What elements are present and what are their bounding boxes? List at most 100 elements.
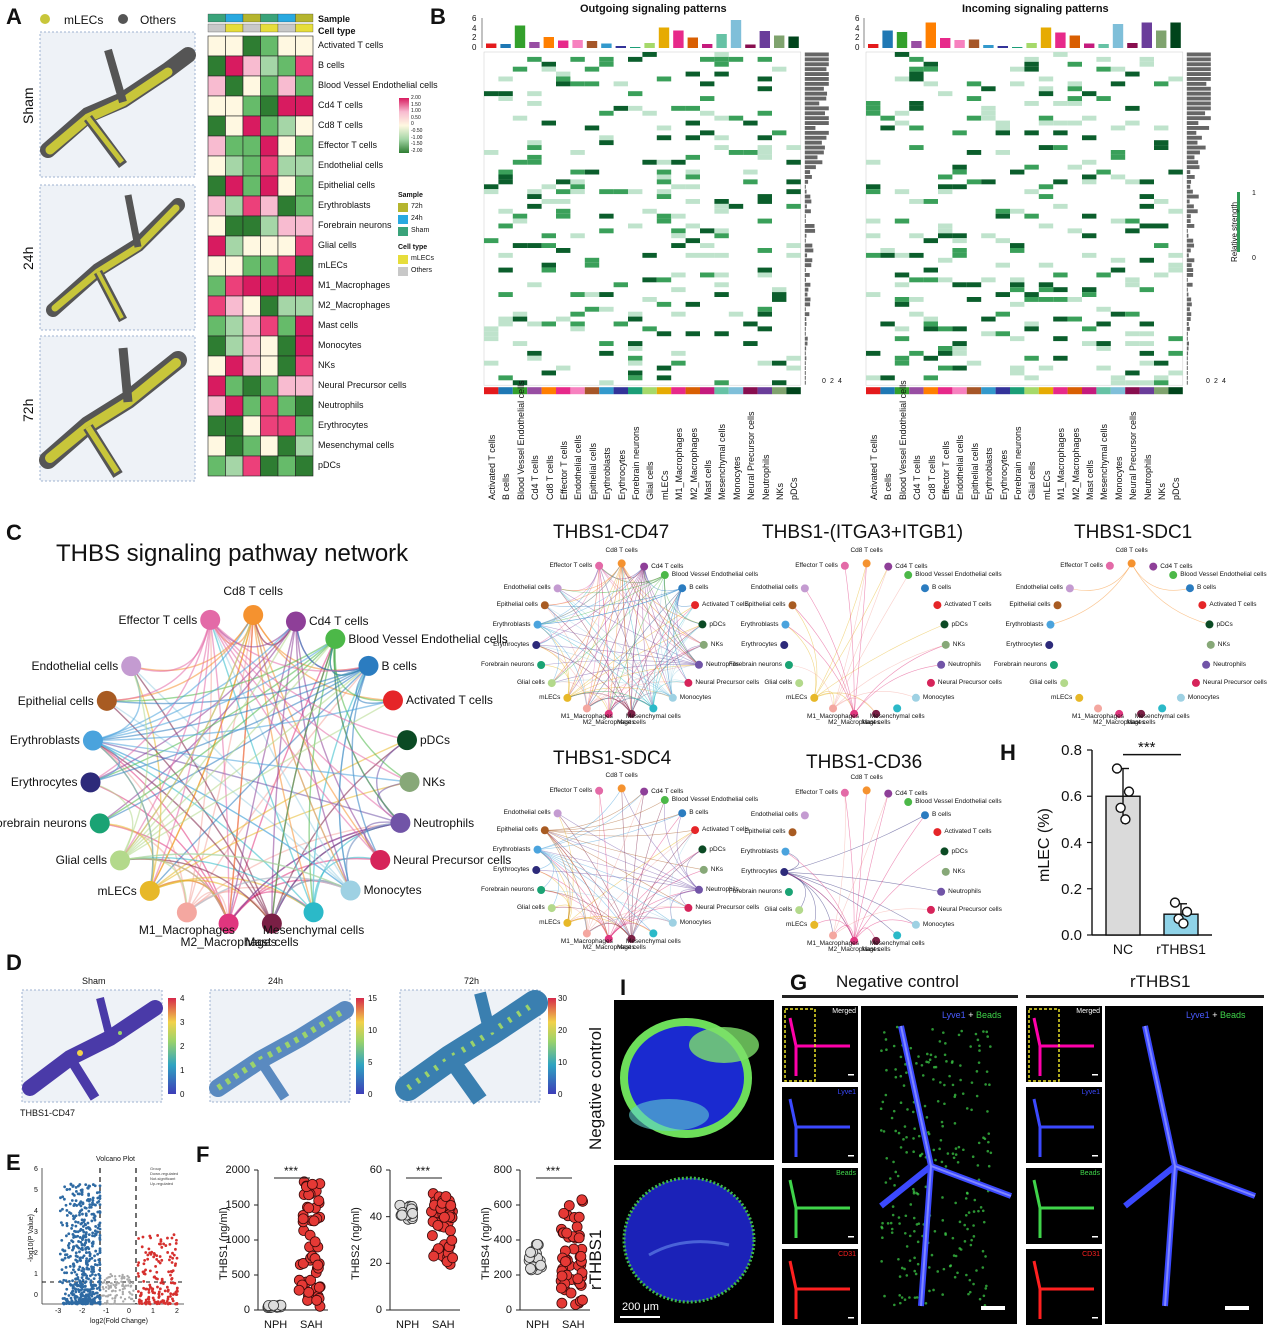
heatmap-cell [207,135,226,157]
volcano-down-point [62,1302,66,1306]
f-y-tick: 1000 [225,1234,250,1246]
celltype-strip [966,387,982,395]
out-cell-label: M1_Macrophages [674,427,685,500]
network-edge [537,791,645,850]
volcano-down-point [84,1183,88,1187]
heatmap-row-label: M2_Macrophages [318,300,391,310]
f-sah-point [303,1202,315,1214]
heatmap-cell [685,169,700,175]
heatmap-cell [642,159,657,165]
network-node-label-sub: Glial cells [764,679,793,687]
volcano-ns-point [106,1282,109,1285]
volcano-ns-point [121,1292,125,1296]
volcano-ns-point [109,1273,112,1276]
heatmap-row-label: Cd8 T cells [318,120,363,130]
heatmap-cell [995,125,1010,131]
celltype-strip [498,387,513,395]
heatmap-cell [570,56,585,62]
heatmap-cell [1053,316,1068,322]
heatmap-cell [685,301,700,307]
volcano-up-point [137,1290,140,1293]
heatmap-row-label: Endothelial cells [318,160,384,170]
row-total-bar [804,106,829,111]
heatmap-cell [1038,194,1054,199]
in-cell-label: mLECs [1041,470,1052,500]
volcano-up-point [142,1286,146,1290]
out-cell-label: mLECs [659,470,670,500]
volcano-down-point [87,1193,91,1197]
row-total-bar [1186,170,1191,174]
celltype-strip [656,387,672,395]
row-total-bar [804,366,806,370]
heatmap-cell [570,311,585,317]
network-edge [567,565,600,699]
heatmap-cell [909,71,924,77]
network-edge [130,665,162,892]
row-total-bar [804,121,829,125]
out-cell-label: Mesenchymal cells [717,423,728,500]
volcano-down-point [59,1221,63,1225]
volcano-down-point [98,1221,102,1225]
heatmap-cell [1024,66,1039,72]
mlec-bar-chart [1087,749,1212,936]
d-scale3-tick: 30 [558,994,567,1003]
f-y-tick: 20 [369,1257,382,1270]
f-sah-point [426,1230,438,1241]
network-node [784,661,793,670]
network-edge [149,879,230,924]
row-total-bar [804,277,806,282]
heatmap-cell [894,301,910,307]
heatmap-cell [909,66,924,72]
network-node [1053,601,1062,610]
network-edge [598,565,704,646]
heatmap-cell [894,76,910,82]
volcano-down-point [85,1257,89,1261]
heatmap-cell [952,350,967,356]
f-nph-point [525,1263,536,1274]
heatmap-cell [656,189,672,195]
heatmap-cell [894,282,910,288]
volcano-ns-point [109,1282,113,1285]
network-edge [537,605,556,625]
volcano-up-point [147,1288,151,1291]
signal-bar [673,30,684,48]
network-edge [537,624,560,684]
volcano-down-point [78,1211,81,1215]
signal-bar [543,37,554,48]
volcano-down-point [91,1231,95,1235]
volcano-down-point [65,1188,69,1191]
heatmap-cell [1125,105,1140,111]
row-total-bar [804,351,806,356]
out-cell-label: Forebrain neurons [631,426,641,500]
network-node [862,559,871,568]
volcano-ns-point [113,1285,117,1288]
heatmap-cell [628,360,643,366]
heatmap-cell [1154,199,1169,204]
heatmap-cell [225,135,244,157]
heatmap-cell [599,213,614,219]
network-edge [784,851,800,873]
heatmap-cell [295,95,314,117]
row-total-bar [804,170,811,174]
heatmap-cell [1010,169,1025,175]
network-edge [804,588,855,714]
heatmap-cell [714,52,729,57]
network-node-label-sub: B cells [689,584,709,592]
in-cell-label: Erythrocytes [998,449,1009,500]
volcano-up-point [142,1270,146,1274]
out-cell-label: NKs [775,482,785,500]
celltype-legend-mlecs: mLECs [411,255,434,262]
row-total-bar [804,233,807,238]
in-cell-label: Monocytes [1113,456,1124,500]
heatmap-cell [685,199,700,204]
network-edge [227,621,297,924]
heatmap-cell [757,56,772,62]
heatmap-cell [1168,350,1183,356]
network-node [699,640,708,649]
network-edge [536,644,632,715]
volcano-down-point [82,1270,85,1274]
row-total-bar [1186,179,1192,184]
network-edge [544,605,588,709]
heatmap-cell [1010,282,1025,288]
heatmap-cell [207,315,226,337]
